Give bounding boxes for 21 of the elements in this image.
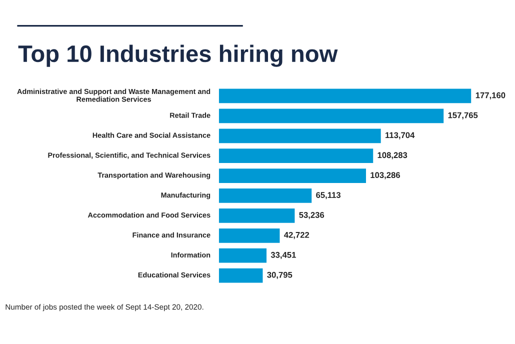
data-label: 103,286 <box>370 172 400 180</box>
data-label: 108,283 <box>378 152 408 160</box>
bar <box>218 168 366 183</box>
bar <box>218 248 267 263</box>
bar <box>218 148 374 164</box>
data-label: 65,113 <box>316 192 341 200</box>
data-label: 42,722 <box>284 232 310 240</box>
bar <box>218 188 312 203</box>
bar <box>218 268 263 283</box>
data-label: 157,765 <box>448 112 478 120</box>
bar <box>218 208 295 223</box>
data-label: 33,451 <box>270 252 296 260</box>
data-label: 53,236 <box>299 212 324 220</box>
data-label: 30,795 <box>267 272 292 279</box>
bar <box>218 228 280 243</box>
bar <box>218 88 472 104</box>
data-label: 113,704 <box>386 132 415 140</box>
data-label: 177,160 <box>476 92 506 100</box>
bar <box>218 128 381 144</box>
bar <box>218 108 444 124</box>
chart-title: Top 10 Industries hiring now <box>18 44 338 67</box>
